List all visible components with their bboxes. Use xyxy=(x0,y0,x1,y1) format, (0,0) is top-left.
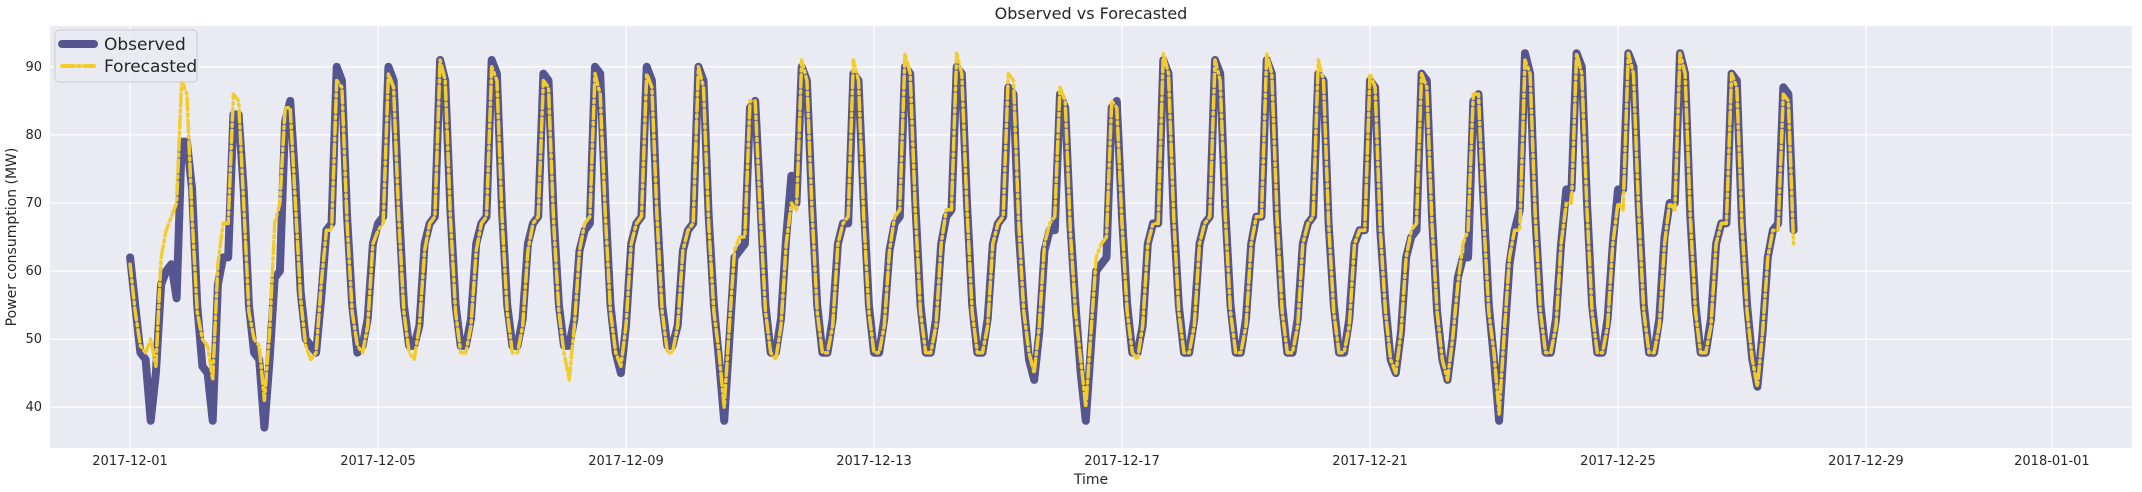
legend-forecasted-label: Forecasted xyxy=(104,57,197,77)
x-tick-label: 2017-12-09 xyxy=(588,454,664,469)
y-tick-label: 60 xyxy=(25,264,42,279)
chart-title: Observed vs Forecasted xyxy=(995,4,1188,23)
forecasted-series-line xyxy=(128,51,1796,416)
y-axis-ticks: 40 50 60 70 80 90 xyxy=(25,60,42,415)
x-tick-label: 2017-12-29 xyxy=(1828,454,1904,469)
y-tick-label: 90 xyxy=(25,60,42,75)
x-tick-label: 2017-12-25 xyxy=(1580,454,1656,469)
x-tick-label: 2018-01-01 xyxy=(2014,454,2090,469)
y-tick-label: 40 xyxy=(25,400,42,415)
y-axis-label: Power consumption (MW) xyxy=(4,148,20,327)
x-tick-label: 2017-12-17 xyxy=(1084,454,1160,469)
x-axis-ticks: 2017-12-01 2017-12-05 2017-12-09 2017-12-13… xyxy=(92,454,2089,469)
series-layer xyxy=(126,49,1798,432)
y-tick-label: 50 xyxy=(25,332,42,347)
x-tick-label: 2017-12-05 xyxy=(340,454,416,469)
legend: Observed Forecasted xyxy=(54,29,198,83)
x-tick-label: 2017-12-21 xyxy=(1332,454,1408,469)
y-tick-label: 80 xyxy=(25,128,42,143)
legend-observed-label: Observed xyxy=(104,35,186,55)
x-tick-label: 2017-12-01 xyxy=(92,454,168,469)
x-axis-label: Time xyxy=(1073,472,1108,488)
y-tick-label: 70 xyxy=(25,196,42,211)
x-tick-label: 2017-12-13 xyxy=(836,454,912,469)
